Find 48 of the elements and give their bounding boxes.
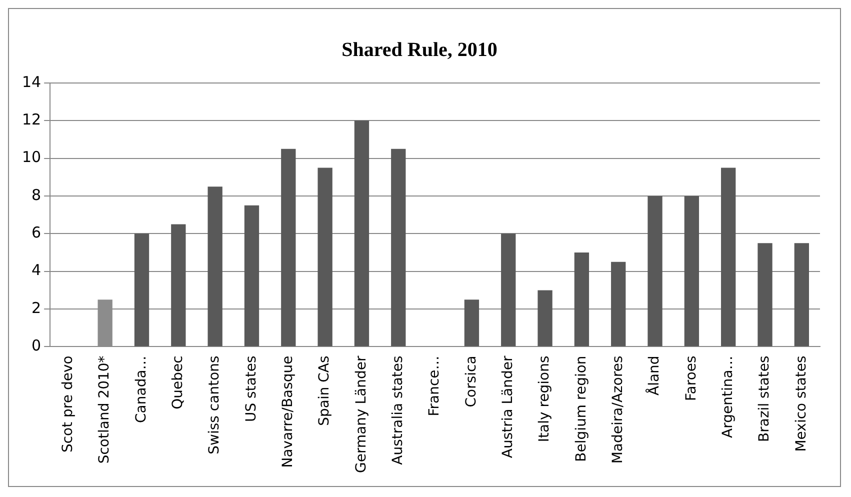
bar [464, 300, 480, 346]
bar [538, 290, 552, 346]
x-tick-label: Belgium region [573, 356, 590, 462]
bar [244, 205, 260, 346]
bar [354, 120, 370, 346]
bar [501, 234, 516, 346]
y-tick-label: 12 [22, 110, 42, 129]
bar [391, 148, 406, 346]
bar [611, 262, 626, 346]
x-tick-label: Italy regions [536, 356, 553, 442]
y-tick-label: 14 [22, 72, 42, 91]
x-tick-label: Scot pre devo [60, 356, 76, 453]
bar [171, 224, 186, 346]
bar [648, 196, 662, 346]
bar [281, 148, 296, 346]
bar [574, 252, 590, 346]
x-tick-label: Navarre/Basque [280, 356, 296, 468]
x-tick-label: Madeira/Azores [610, 356, 626, 464]
x-tick-label: Mexico states [793, 356, 810, 452]
bar [794, 243, 809, 346]
x-tick-label: US states [243, 356, 260, 422]
bar [318, 168, 332, 346]
x-tick-label: Faroes [683, 356, 700, 401]
y-tick-label: 2 [32, 298, 42, 317]
bar [684, 196, 700, 346]
x-tick-label: Quebec [170, 356, 186, 410]
y-tick-label: 8 [32, 186, 42, 204]
x-tick-label: Germany Länder [353, 355, 370, 474]
x-tick-label: Brazil states [756, 356, 773, 442]
y-tick-label: 0 [32, 336, 42, 355]
y-tick-label: 6 [32, 224, 42, 242]
x-tick-label: Spain CAs [316, 356, 333, 426]
y-tick-label: 4 [32, 261, 42, 280]
x-tick-label: Åland [646, 356, 663, 396]
x-tick-label: Scotland 2010* [96, 356, 113, 464]
x-tick-label: Argentina… [720, 356, 736, 438]
x-tick-label: France… [426, 356, 443, 416]
bar [721, 168, 736, 346]
bar [208, 186, 222, 346]
bar [134, 234, 150, 346]
x-tick-label: Corsica [463, 356, 480, 408]
x-tick-label: Swiss cantons [206, 356, 223, 454]
x-tick-label: Australia states [390, 356, 406, 465]
chart-title: Shared Rule, 2010 [342, 39, 498, 62]
x-tick-label: Canada… [133, 356, 150, 423]
y-tick-label: 10 [22, 148, 42, 166]
x-tick-label: Austria Länder [500, 355, 516, 458]
bar [758, 243, 772, 346]
